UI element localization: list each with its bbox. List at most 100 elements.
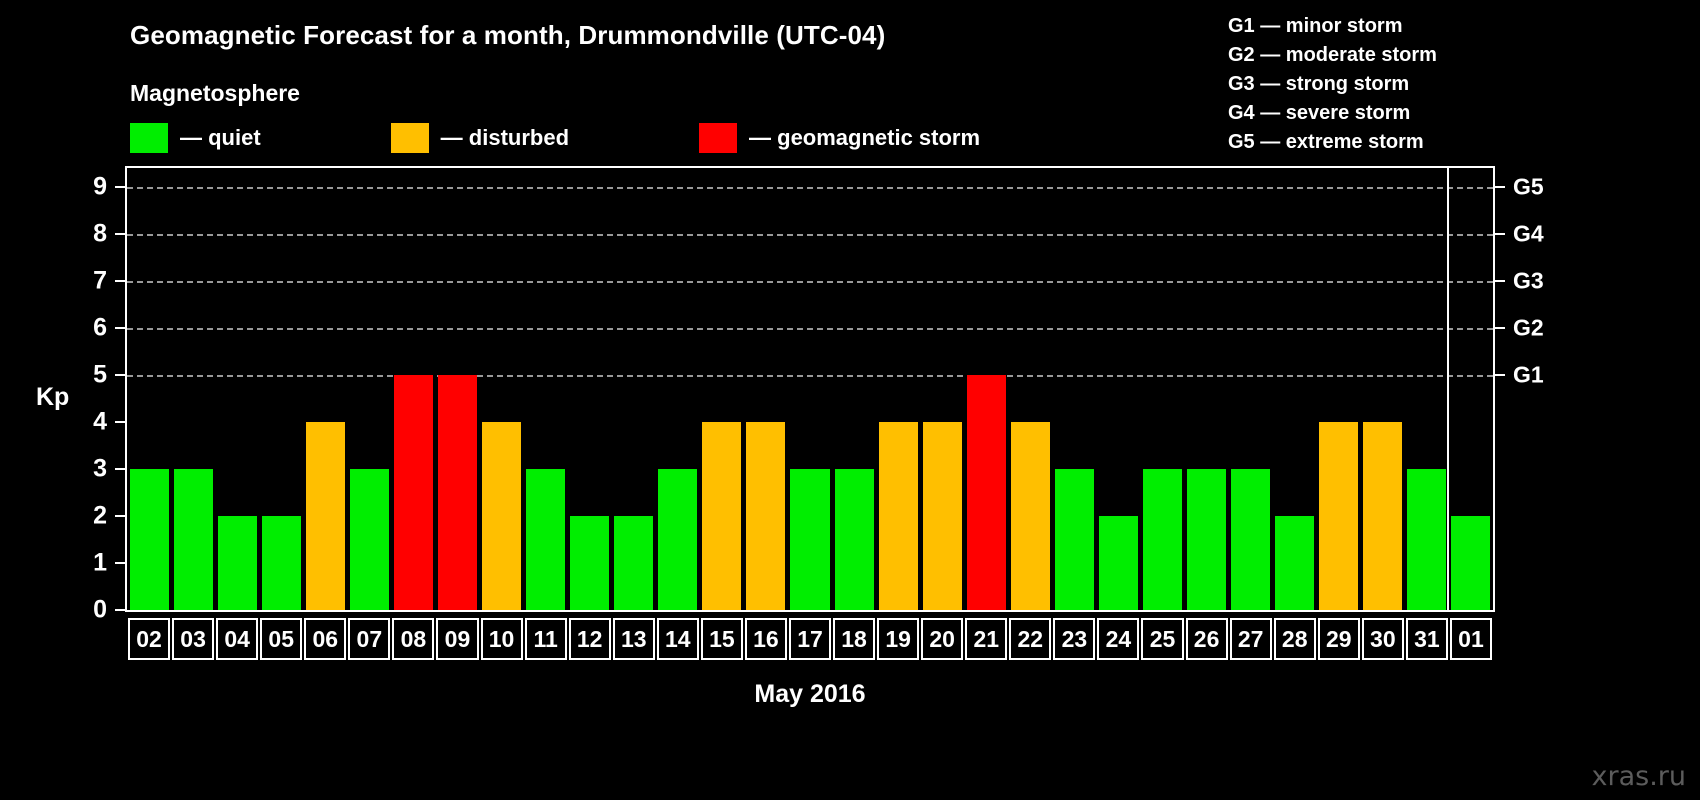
date-label-10[interactable]: 10 xyxy=(480,618,523,660)
y-tick-mark-3 xyxy=(115,467,127,470)
bar-23 xyxy=(1054,468,1094,610)
bar-18 xyxy=(834,468,874,610)
plot-area xyxy=(125,166,1495,612)
date-label-01[interactable]: 01 xyxy=(1449,618,1492,660)
date-label-06[interactable]: 06 xyxy=(304,618,347,660)
magnetosphere-legend: — quiet — disturbed — geomagnetic storm xyxy=(130,123,980,153)
bar-30 xyxy=(1363,421,1403,610)
date-label-16[interactable]: 16 xyxy=(744,618,787,660)
date-label-28[interactable]: 28 xyxy=(1273,618,1316,660)
bar-19 xyxy=(878,421,918,610)
y-tick-label-9: 9 xyxy=(93,172,107,201)
date-label-20[interactable]: 20 xyxy=(921,618,964,660)
gridline-kp-7 xyxy=(127,280,1493,283)
g-tick-mark-g4 xyxy=(1493,232,1505,235)
g-legend-row-g2: G2 — moderate storm xyxy=(1228,44,1437,66)
y-tick-label-3: 3 xyxy=(93,454,107,483)
date-label-04[interactable]: 04 xyxy=(216,618,259,660)
legend-entry-disturbed: — disturbed xyxy=(390,123,570,153)
bar-01 xyxy=(1451,515,1491,610)
date-label-21[interactable]: 21 xyxy=(965,618,1008,660)
bar-29 xyxy=(1319,421,1359,610)
bar-06 xyxy=(305,421,345,610)
bar-07 xyxy=(349,468,389,610)
g-axis-label-g3: G3 xyxy=(1513,267,1544,294)
watermark: xras.ru xyxy=(1591,761,1687,792)
date-label-29[interactable]: 29 xyxy=(1317,618,1360,660)
legend-label-disturbed: — disturbed xyxy=(440,125,570,150)
y-tick-mark-0 xyxy=(115,609,127,611)
legend-swatch-geomagnetic-storm xyxy=(699,123,738,153)
date-label-24[interactable]: 24 xyxy=(1097,618,1140,660)
bar-15 xyxy=(702,421,742,610)
bar-31 xyxy=(1407,468,1447,610)
bar-26 xyxy=(1187,468,1227,610)
g-legend-row-g4: G4 — severe storm xyxy=(1228,102,1411,124)
date-label-19[interactable]: 19 xyxy=(877,618,920,660)
y-tick-mark-9 xyxy=(115,185,127,188)
gridline-kp-5 xyxy=(127,374,1493,377)
date-label-13[interactable]: 13 xyxy=(612,618,655,660)
legend-swatch-quiet xyxy=(130,123,168,153)
date-label-23[interactable]: 23 xyxy=(1053,618,1096,660)
date-label-17[interactable]: 17 xyxy=(788,618,832,660)
date-label-09[interactable]: 09 xyxy=(436,618,479,660)
bar-13 xyxy=(614,515,654,610)
date-label-02[interactable]: 02 xyxy=(128,618,171,660)
bar-20 xyxy=(922,421,962,610)
g-legend-row-g3: G3 — strong storm xyxy=(1228,73,1410,95)
bar-12 xyxy=(570,515,610,610)
g-tick-mark-g5 xyxy=(1493,185,1505,188)
legend-entry-geomagnetic-storm: — geomagnetic storm xyxy=(699,123,980,153)
date-label-31[interactable]: 31 xyxy=(1405,618,1448,660)
date-label-18[interactable]: 18 xyxy=(833,618,876,660)
date-label-03[interactable]: 03 xyxy=(172,618,215,660)
g-legend-row-g5: G5 — extreme storm xyxy=(1228,131,1424,153)
legend-label-quiet: — quiet xyxy=(180,125,261,150)
g-axis-label-g4: G4 xyxy=(1513,220,1544,247)
g-tick-mark-g2 xyxy=(1493,326,1505,329)
date-label-25[interactable]: 25 xyxy=(1141,618,1184,660)
date-label-05[interactable]: 05 xyxy=(260,618,303,660)
legend-swatch-disturbed xyxy=(390,123,429,153)
bar-02 xyxy=(129,468,169,610)
date-label-11[interactable]: 11 xyxy=(524,618,567,660)
y-tick-label-2: 2 xyxy=(93,501,107,530)
y-tick-label-6: 6 xyxy=(93,313,107,342)
date-label-08[interactable]: 08 xyxy=(392,618,435,660)
y-tick-label-1: 1 xyxy=(93,548,107,577)
page-title: Geomagnetic Forecast for a month, Drummo… xyxy=(130,20,886,50)
y-tick-mark-7 xyxy=(115,279,127,282)
bar-03 xyxy=(173,468,213,610)
bar-16 xyxy=(746,421,786,610)
g-axis-label-g1: G1 xyxy=(1513,361,1544,388)
date-label-12[interactable]: 12 xyxy=(568,618,611,660)
y-tick-label-5: 5 xyxy=(93,360,107,389)
bar-14 xyxy=(658,468,698,610)
y-axis-title: Kp xyxy=(36,383,70,411)
y-tick-mark-5 xyxy=(115,373,127,376)
forecast-separator-line xyxy=(1446,168,1449,610)
bar-05 xyxy=(261,515,301,610)
y-tick-label-8: 8 xyxy=(93,219,107,248)
date-label-22[interactable]: 22 xyxy=(1009,618,1052,660)
g-axis-label-g2: G2 xyxy=(1513,314,1544,341)
bar-25 xyxy=(1142,468,1183,610)
g-scale-legend: G1 — minor storm G2 — moderate storm G3 — … xyxy=(1228,12,1437,157)
y-tick-mark-8 xyxy=(115,232,127,235)
date-label-30[interactable]: 30 xyxy=(1361,618,1404,660)
date-label-14[interactable]: 14 xyxy=(656,618,699,660)
date-label-07[interactable]: 07 xyxy=(348,618,391,660)
date-label-27[interactable]: 27 xyxy=(1229,618,1272,660)
x-axis-title: May 2016 xyxy=(754,680,866,708)
y-tick-mark-6 xyxy=(115,326,127,329)
date-label-26[interactable]: 26 xyxy=(1185,618,1228,660)
y-tick-mark-1 xyxy=(115,561,127,564)
date-label-15[interactable]: 15 xyxy=(700,618,743,660)
y-tick-label-7: 7 xyxy=(93,266,107,295)
bar-10 xyxy=(482,421,522,610)
y-tick-label-0: 0 xyxy=(93,595,107,624)
magnetosphere-label: Magnetosphere xyxy=(130,80,300,106)
plot-inner xyxy=(127,168,1493,610)
g-axis-label-g5: G5 xyxy=(1513,173,1544,200)
